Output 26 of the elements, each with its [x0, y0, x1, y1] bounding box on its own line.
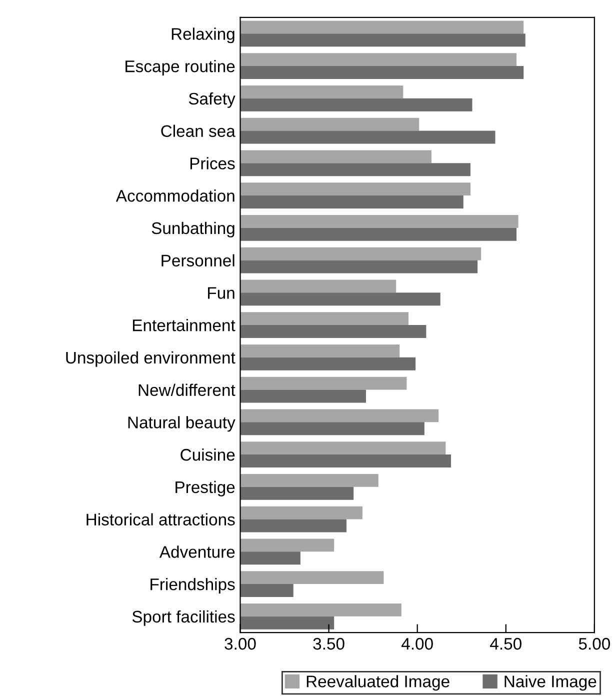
- y-tick-label: Prestige: [176, 480, 235, 496]
- legend-label: Naive Image: [504, 675, 596, 691]
- y-tick-label: Adventure: [159, 546, 235, 558]
- y-tick-label: Cuisine: [180, 448, 235, 461]
- y-tick-label: Clean sea: [161, 124, 236, 137]
- y-tick-label: Accommodation: [116, 189, 234, 202]
- legend-label: Reevaluated Image: [306, 675, 450, 691]
- y-tick-label: Personnel: [162, 254, 234, 266]
- y-tick-label: Fun: [208, 287, 234, 299]
- x-tick-label: 5.00: [578, 638, 610, 650]
- x-tick-label: 3.50: [313, 638, 344, 650]
- y-tick-label: Relaxing: [172, 28, 234, 44]
- y-tick-label: Prices: [190, 157, 235, 170]
- y-tick-label: Unspoiled environment: [66, 351, 236, 367]
- y-tick-label: New/different: [138, 384, 236, 396]
- y-tick-label: Escape routine: [126, 60, 235, 76]
- y-tick-label: Entertainment: [132, 318, 236, 332]
- x-tick-label: 4.00: [402, 638, 433, 650]
- y-tick-label: Safety: [188, 92, 236, 108]
- y-tick-label: Friendships: [150, 578, 235, 594]
- x-tick-label: 4.50: [490, 638, 522, 650]
- y-tick-label: Sport facilities: [132, 610, 235, 626]
- y-tick-label: Historical attractions: [86, 513, 235, 526]
- y-tick-label: Sunbathing: [152, 222, 234, 238]
- x-tick-label: 3.00: [224, 638, 256, 650]
- y-tick-label: Natural beauty: [128, 416, 236, 432]
